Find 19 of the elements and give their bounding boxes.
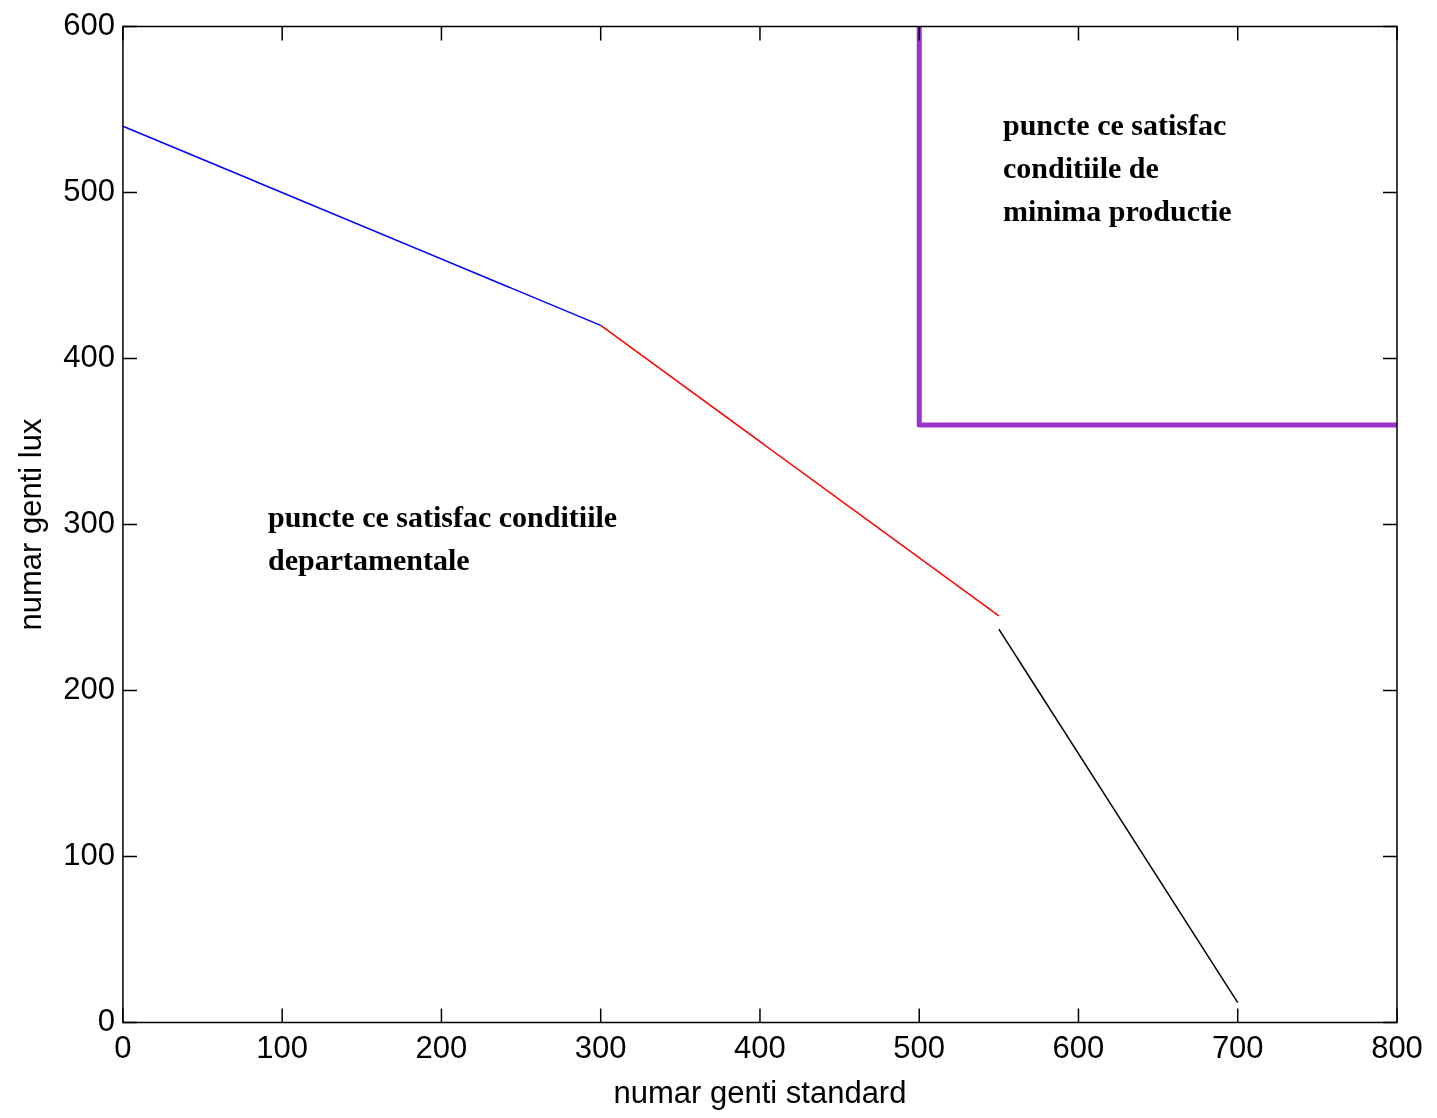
x-tick-label: 700	[1211, 1029, 1264, 1065]
y-axis-title: numar genti lux	[13, 418, 49, 631]
x-tick-label: 600	[1052, 1029, 1105, 1065]
annotation: puncte ce satisfac conditiile departamentale	[268, 500, 618, 576]
x-tick-label: 800	[1371, 1029, 1423, 1065]
y-tick-label: 200	[63, 671, 115, 707]
y-tick-label: 100	[63, 837, 115, 873]
x-axis-title: numar genti standard	[613, 1074, 907, 1110]
y-tick-label: 300	[63, 505, 115, 541]
y-tick-label: 500	[63, 173, 115, 209]
x-tick-label: 300	[574, 1029, 627, 1065]
x-tick-label: 400	[734, 1029, 786, 1065]
x-tick-label: 200	[415, 1029, 468, 1065]
y-tick-label: 400	[63, 339, 115, 375]
y-tick-label: 0	[97, 1003, 115, 1039]
x-tick-label: 100	[256, 1029, 309, 1065]
x-tick-label: 500	[893, 1029, 946, 1065]
y-tick-label: 600	[63, 7, 115, 43]
annotation: puncte ce satisfac conditiile de minima productie	[1003, 108, 1232, 227]
